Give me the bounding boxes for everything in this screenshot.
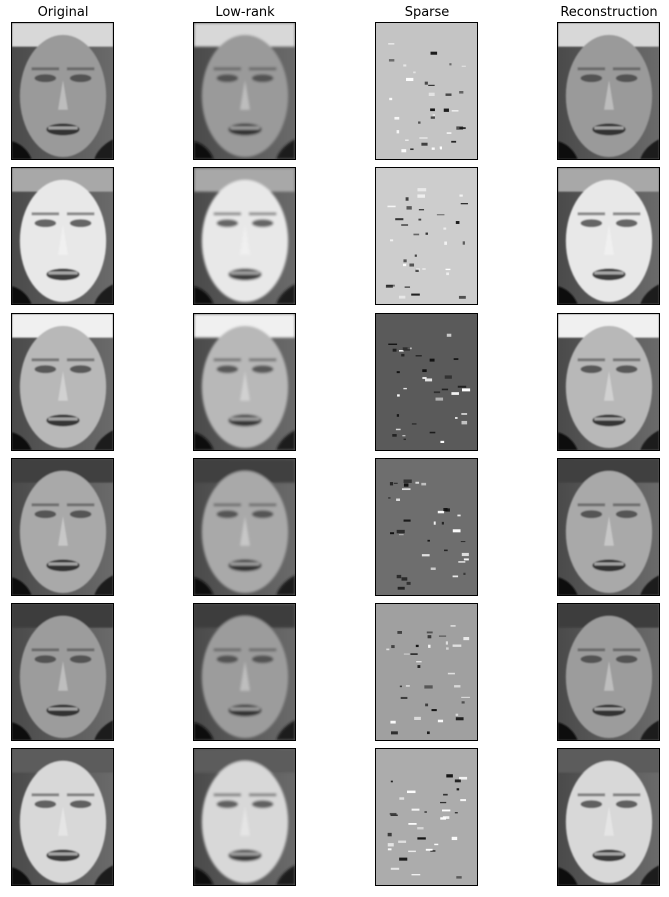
face-2-low-rank-image xyxy=(193,167,296,305)
face-3-reconstruction-image xyxy=(557,313,660,451)
face-1-sparse-image xyxy=(375,22,478,160)
face-1-reconstruction-image xyxy=(557,22,660,160)
face-6-sparse-image xyxy=(375,748,478,886)
title-original: Original xyxy=(37,5,89,20)
face-6-reconstruction-image xyxy=(557,748,660,886)
title-reconstruction: Reconstruction xyxy=(560,5,658,20)
face-3-low-rank-image xyxy=(193,313,296,451)
face-3-original-image xyxy=(11,313,114,451)
face-3-sparse-image xyxy=(375,313,478,451)
face-6-original-image xyxy=(11,748,114,886)
face-1-low-rank-image xyxy=(193,22,296,160)
face-4-sparse-image xyxy=(375,458,478,596)
face-4-original-image xyxy=(11,458,114,596)
face-5-low-rank-image xyxy=(193,603,296,741)
face-2-reconstruction-image xyxy=(557,167,660,305)
title-sparse: Sparse xyxy=(404,5,450,20)
face-4-reconstruction-image xyxy=(557,458,660,596)
title-low-rank: Low-rank xyxy=(215,5,275,20)
face-5-reconstruction-image xyxy=(557,603,660,741)
face-5-sparse-image xyxy=(375,603,478,741)
face-2-sparse-image xyxy=(375,167,478,305)
face-6-low-rank-image xyxy=(193,748,296,886)
face-5-original-image xyxy=(11,603,114,741)
face-2-original-image xyxy=(11,167,114,305)
face-1-original-image xyxy=(11,22,114,160)
face-4-low-rank-image xyxy=(193,458,296,596)
